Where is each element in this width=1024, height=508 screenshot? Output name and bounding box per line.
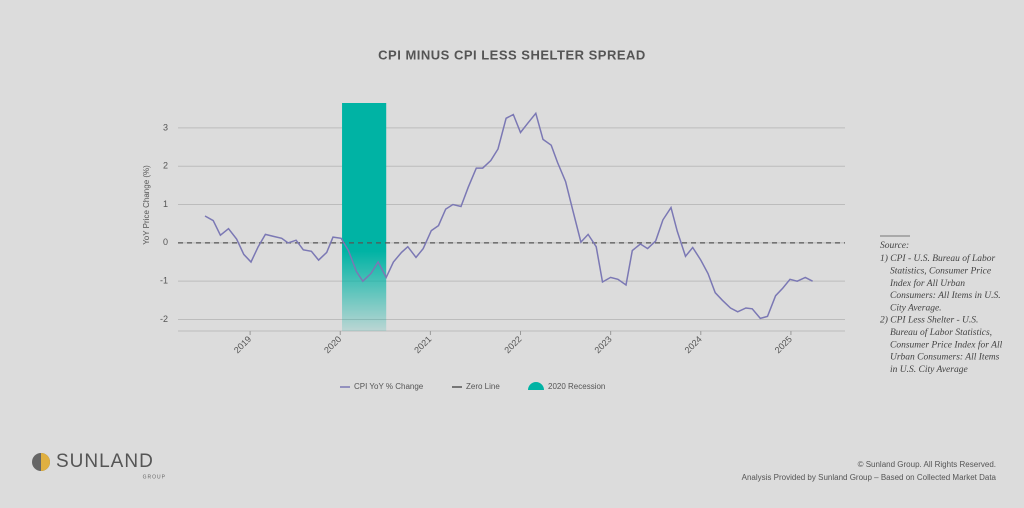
y-tick-label: 3 <box>163 122 168 132</box>
x-tick-label: 2025 <box>773 334 794 355</box>
legend-label: CPI YoY % Change <box>354 382 424 391</box>
notes-heading: Source: <box>880 241 909 251</box>
y-tick-label: 1 <box>163 199 168 209</box>
x-tick-label: 2020 <box>322 334 343 355</box>
recession-band <box>342 103 387 331</box>
notes-line: Bureau of Labor Statistics, <box>890 327 992 338</box>
logo: SUNLAND GROUP <box>32 451 166 480</box>
footer-line: Analysis Provided by Sunland Group – Bas… <box>742 473 997 482</box>
legend-label: 2020 Recession <box>548 382 605 391</box>
notes-line: Urban Consumers: All Items <box>890 353 1000 363</box>
footer-line: © Sunland Group. All Rights Reserved. <box>858 460 996 469</box>
x-tick-label: 2023 <box>593 334 614 355</box>
logo-sub: GROUP <box>143 474 166 480</box>
logo-icon-half <box>41 453 50 471</box>
y-tick-label: 2 <box>163 161 168 171</box>
notes-line: 2) CPI Less Shelter - U.S. <box>880 315 978 326</box>
notes-line: Statistics, Consumer Price <box>890 266 991 276</box>
y-tick-label: -2 <box>160 314 168 324</box>
y-tick-label: 0 <box>163 237 168 247</box>
notes-line: Consumers: All Items in U.S. <box>890 291 1001 301</box>
x-tick-label: 2024 <box>683 334 704 355</box>
legend-swatch <box>528 382 544 390</box>
y-axis-label: YoY Price Change (%) <box>142 165 151 245</box>
notes-line: Consumer Price Index for All <box>890 339 1003 350</box>
x-tick-label: 2022 <box>502 334 523 355</box>
x-tick-label: 2019 <box>232 334 253 355</box>
notes-line: City Average. <box>890 303 942 313</box>
notes-line: 1) CPI - U.S. Bureau of Labor <box>880 253 996 264</box>
data-line <box>204 111 813 320</box>
logo-name: SUNLAND <box>56 451 154 472</box>
legend-label: Zero Line <box>466 382 500 391</box>
y-tick-label: -1 <box>160 276 168 286</box>
notes-line: in U.S. City Average <box>890 365 968 375</box>
notes-line: Index for All Urban <box>889 278 965 289</box>
x-tick-label: 2021 <box>412 334 433 355</box>
chart-title: CPI MINUS CPI LESS SHELTER SPREAD <box>378 47 646 62</box>
